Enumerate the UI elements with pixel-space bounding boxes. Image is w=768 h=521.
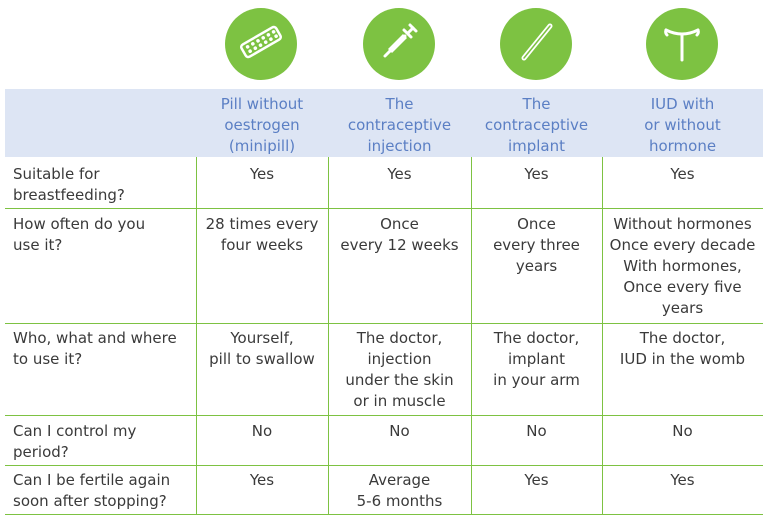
row-divider	[5, 514, 763, 515]
row-divider	[5, 465, 763, 466]
table-cell: Yes	[249, 471, 275, 489]
column-divider	[196, 157, 197, 515]
table-header	[5, 89, 763, 157]
implant-rod-icon	[512, 18, 560, 70]
row-divider	[5, 208, 763, 209]
table-cell: No	[526, 422, 547, 440]
table-cell: Average 5-6 months	[356, 471, 443, 510]
column-divider	[602, 157, 603, 515]
table-cell: Yes	[670, 471, 695, 489]
column-header-iud: IUD with or without hormone	[644, 95, 721, 155]
iud-icon-circle	[646, 8, 718, 80]
column-header-implant: The contraceptive implant	[484, 95, 589, 155]
table-cell: Once every 12 weeks	[340, 215, 459, 254]
table-cell: No	[672, 422, 693, 440]
column-divider	[471, 157, 472, 515]
table-cell: Yes	[670, 165, 695, 183]
row-question-frequency: How often do you use it?	[13, 215, 146, 254]
table-cell: No	[251, 422, 273, 440]
table-cell: Without hormones Once every decade With …	[609, 215, 756, 317]
table-cell: Yes	[249, 165, 275, 183]
row-question-control-period: Can I control my period?	[13, 422, 137, 461]
row-question-fertility: Can I be fertile again soon after stoppi…	[13, 471, 171, 510]
column-header-minipill: Pill without oestrogen (minipill)	[220, 95, 304, 155]
table-cell: Yes	[524, 165, 549, 183]
table-cell: The doctor, implant in your arm	[493, 329, 580, 389]
table-cell: Yes	[387, 165, 412, 183]
pill-blister-icon	[237, 18, 285, 70]
implant-icon-circle	[500, 8, 572, 80]
table-cell: The doctor, IUD in the womb	[619, 329, 746, 368]
row-divider	[5, 323, 763, 324]
column-divider	[328, 157, 329, 515]
pill-icon-circle	[225, 8, 297, 80]
row-divider	[5, 415, 763, 416]
table-cell: Once every three years	[493, 215, 580, 275]
table-cell: 28 times every four weeks	[205, 215, 319, 254]
iud-icon	[658, 18, 706, 70]
table-cell: Yes	[524, 471, 549, 489]
row-question-who-what-where: Who, what and where to use it?	[13, 329, 177, 368]
table-cell: The doctor, injection under the skin or …	[345, 329, 454, 410]
table-cell: Yourself, pill to swallow	[209, 329, 315, 368]
syringe-icon	[375, 18, 423, 70]
column-header-injection: The contraceptive injection	[347, 95, 452, 155]
syringe-icon-circle	[363, 8, 435, 80]
row-question-breastfeeding: Suitable for breastfeeding?	[13, 165, 125, 204]
table-cell: No	[389, 422, 410, 440]
